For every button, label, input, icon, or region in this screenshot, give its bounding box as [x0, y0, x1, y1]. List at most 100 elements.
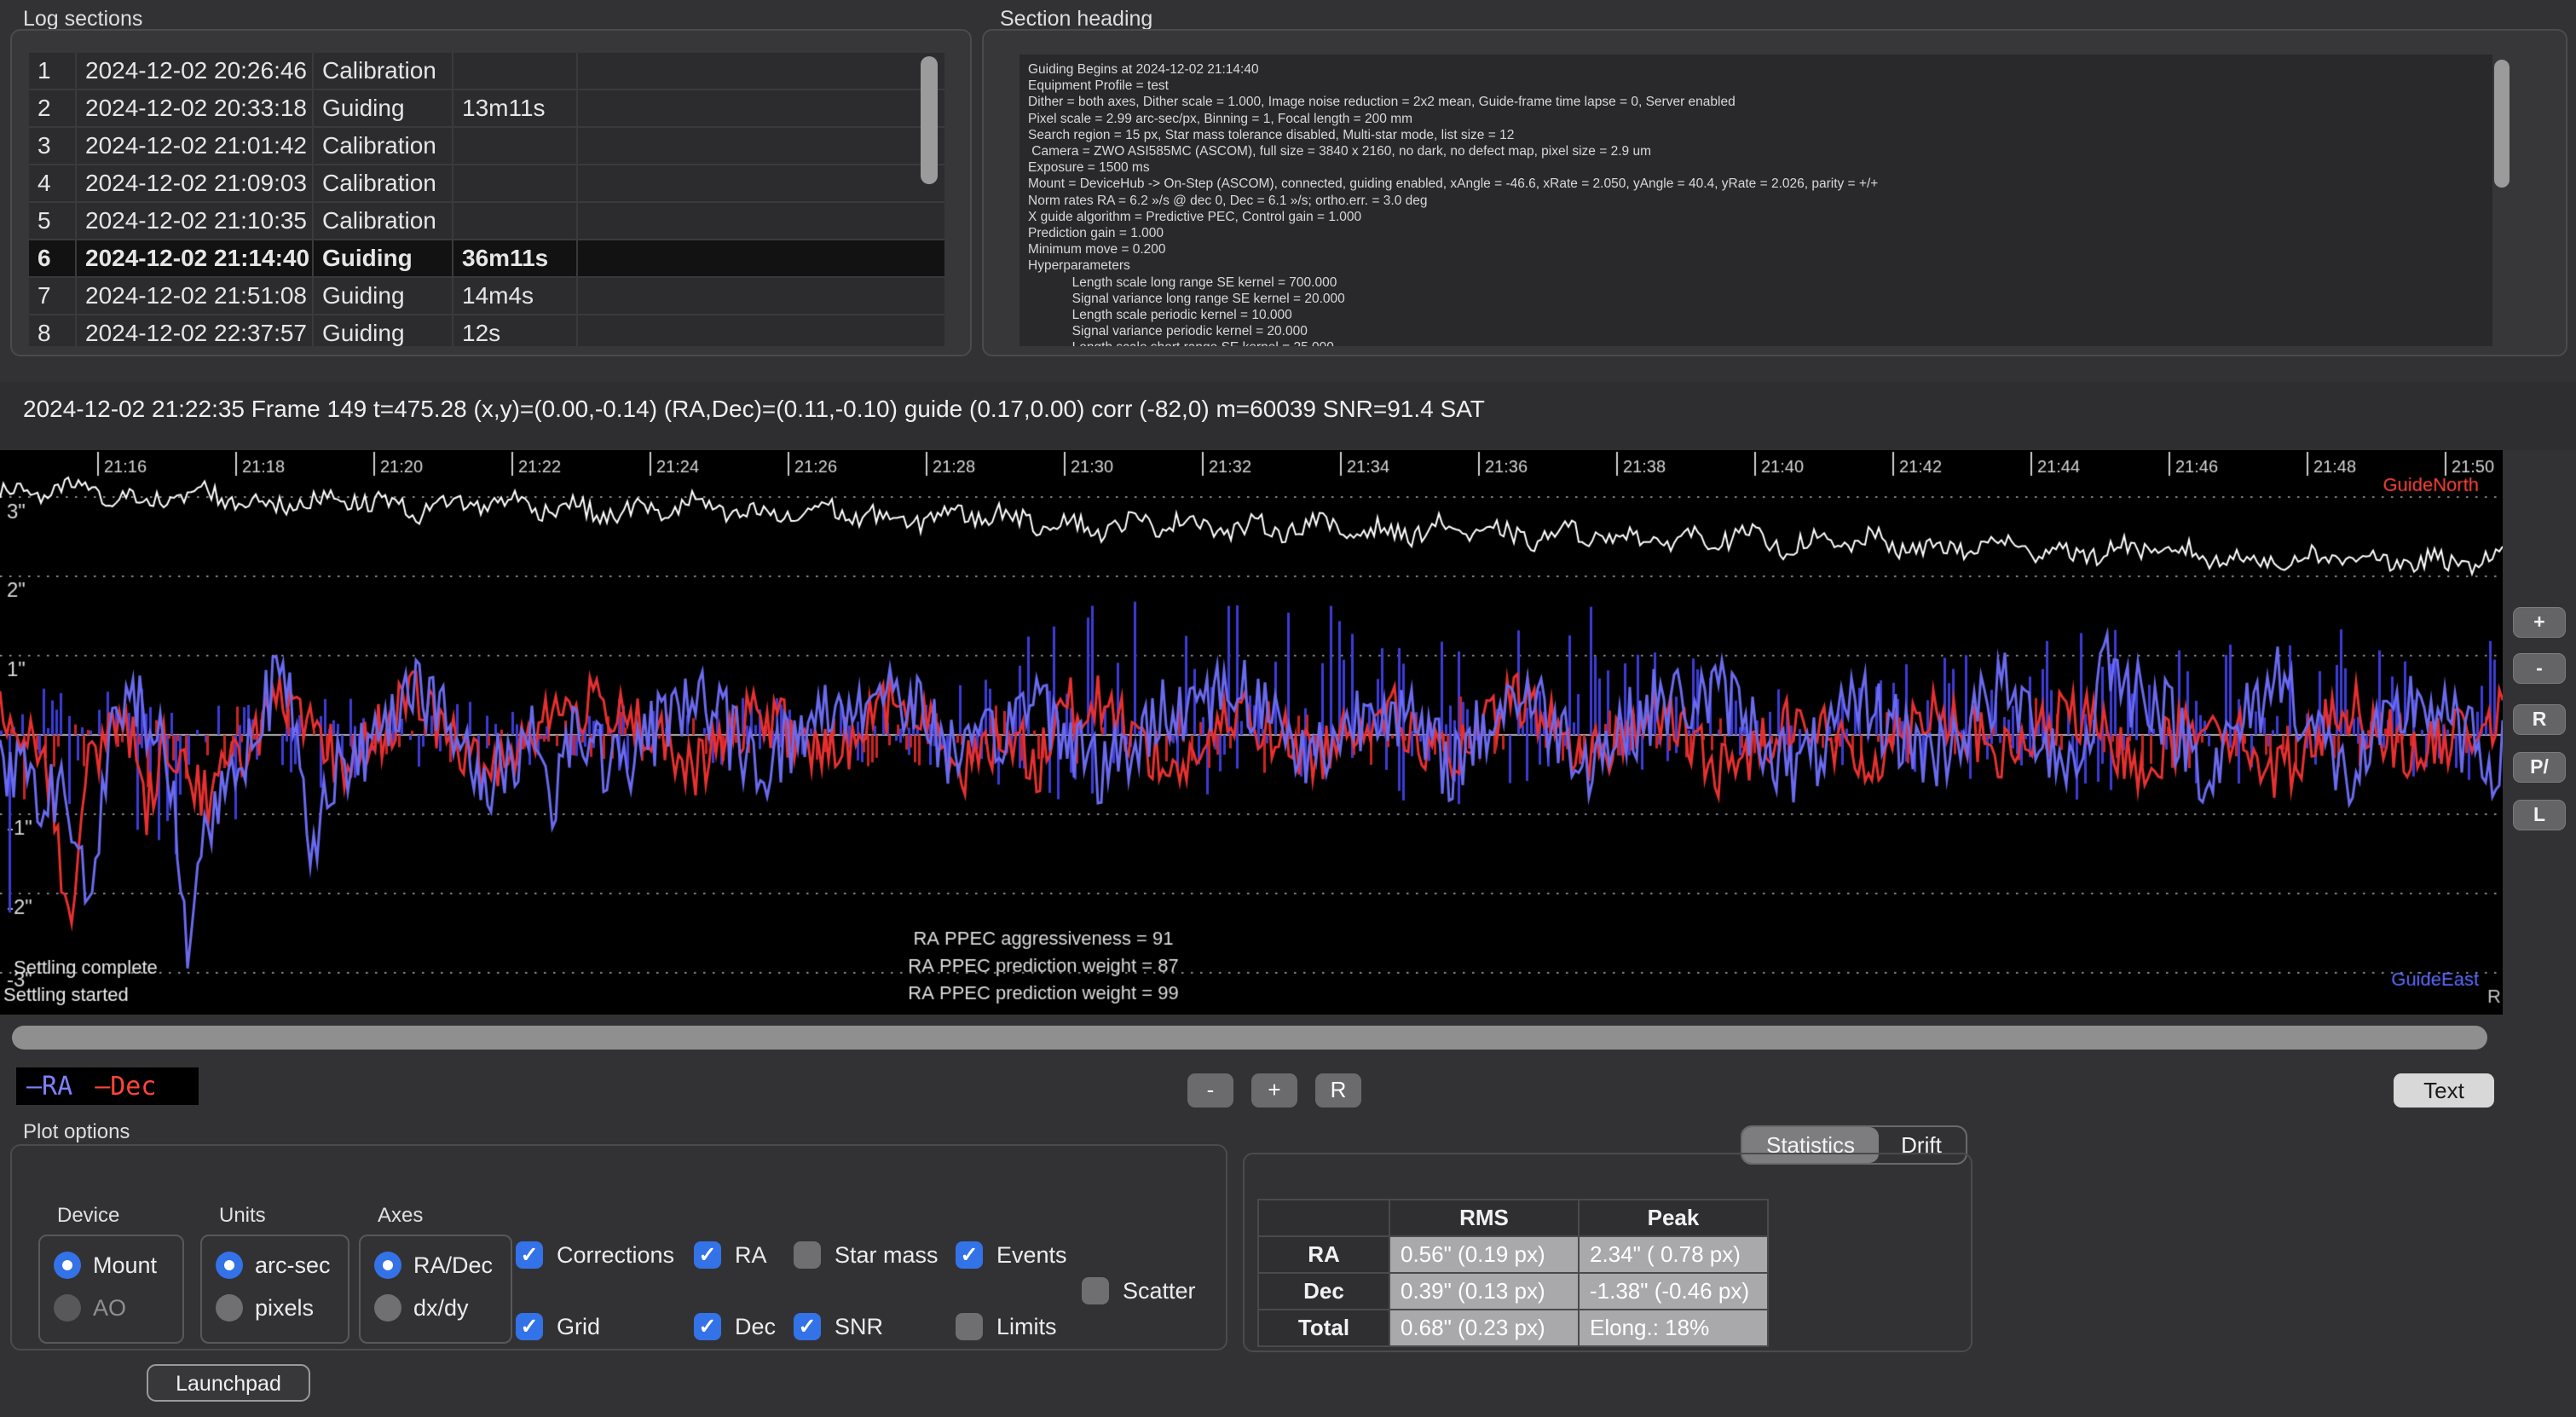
checkbox-box[interactable]: ✓	[516, 1241, 543, 1269]
log-section-row[interactable]: 42024-12-02 21:09:03Calibration	[29, 165, 944, 203]
checkbox-grid[interactable]: ✓ Grid	[516, 1313, 600, 1340]
log-section-cell: 4	[29, 165, 77, 201]
stats-peak-value: 2.34" ( 0.78 px)	[1579, 1236, 1768, 1273]
group-label-device: Device	[57, 1204, 119, 1228]
legend-dec: —Dec	[95, 1072, 156, 1102]
limits-button[interactable]: L	[2513, 800, 2566, 830]
radio-dot[interactable]	[216, 1294, 243, 1322]
hscale-minus-button[interactable]: -	[1187, 1073, 1233, 1108]
radio-dot[interactable]	[374, 1252, 401, 1279]
checkbox-box[interactable]: ✓	[694, 1313, 721, 1340]
log-section-row[interactable]: 32024-12-02 21:01:42Calibration	[29, 128, 944, 165]
log-section-row[interactable]: 82024-12-02 22:37:57Guiding12s	[29, 315, 944, 346]
pier-flip-button[interactable]: P/	[2513, 752, 2566, 783]
checkbox-star-mass[interactable]: Star mass	[794, 1241, 939, 1269]
checkbox-limits[interactable]: Limits	[956, 1313, 1057, 1340]
group-label-units: Units	[219, 1204, 266, 1228]
log-sections-scrollbar-thumb[interactable]	[921, 56, 938, 184]
checkbox-corrections[interactable]: ✓ Corrections	[516, 1241, 674, 1269]
stats-row-label: Dec	[1258, 1273, 1389, 1310]
radio-dot[interactable]	[374, 1294, 401, 1322]
radio-dx-dy[interactable]: dx/dy	[374, 1294, 469, 1322]
log-section-row[interactable]: 62024-12-02 21:14:40Guiding36m11s	[29, 240, 944, 278]
hscale-plus-button[interactable]: +	[1251, 1073, 1297, 1108]
checkbox-label: Limits	[996, 1314, 1057, 1340]
phd2-log-viewer-window: Log sections 12024-12-02 20:26:46Calibra…	[0, 0, 2576, 1417]
checkbox-dec[interactable]: ✓ Dec	[694, 1313, 776, 1340]
checkbox-label: Scatter	[1123, 1278, 1196, 1304]
legend-ra: —RA	[26, 1072, 72, 1102]
log-section-cell	[453, 165, 578, 201]
radio-label: RA/Dec	[413, 1252, 493, 1279]
checkbox-snr[interactable]: ✓SNR	[794, 1313, 883, 1340]
radio-ra-dec[interactable]: RA/Dec	[374, 1252, 493, 1279]
stats-header-cell: Peak	[1579, 1200, 1768, 1236]
reset-zoom-button[interactable]: R	[2513, 704, 2566, 735]
checkbox-scatter[interactable]: Scatter	[1082, 1277, 1196, 1304]
log-section-cell	[453, 203, 578, 239]
radio-dot	[54, 1294, 81, 1322]
log-section-cell: 2024-12-02 21:51:08	[77, 278, 314, 314]
checkbox-box[interactable]: ✓	[956, 1241, 983, 1269]
checkbox-label: Corrections	[557, 1242, 674, 1269]
checkbox-ra[interactable]: ✓RA	[694, 1241, 767, 1269]
plot-options-title: Plot options	[23, 1120, 130, 1144]
log-sections-list[interactable]: 12024-12-02 20:26:46Calibration22024-12-…	[29, 53, 944, 346]
log-section-row[interactable]: 22024-12-02 20:33:18Guiding13m11s	[29, 90, 944, 128]
log-section-cell: 2024-12-02 21:14:40	[77, 240, 314, 276]
checkbox-box[interactable]	[1082, 1277, 1109, 1304]
stats-row: Total0.68" (0.23 px)Elong.: 18%	[1258, 1310, 1768, 1346]
log-section-cell: 36m11s	[453, 240, 578, 276]
chart-horizontal-scrollbar-thumb[interactable]	[12, 1026, 2487, 1050]
log-section-cell: 2024-12-02 20:26:46	[77, 53, 314, 89]
checkbox-label: Grid	[557, 1314, 600, 1340]
log-section-cell: 3	[29, 128, 77, 164]
log-section-row[interactable]: 72024-12-02 21:51:08Guiding14m4s	[29, 278, 944, 315]
log-section-cell: Calibration	[314, 128, 453, 164]
section-heading-text: Guiding Begins at 2024-12-02 21:14:40 Eq…	[1019, 55, 2492, 346]
stats-header-cell	[1258, 1200, 1389, 1236]
stats-peak-value: Elong.: 18%	[1579, 1310, 1768, 1346]
stats-peak-value: -1.38" (-0.46 px)	[1579, 1273, 1768, 1310]
log-section-cell: 7	[29, 278, 77, 314]
checkbox-box[interactable]: ✓	[694, 1241, 721, 1269]
checkbox-label: Events	[996, 1242, 1067, 1269]
radio-pixels[interactable]: pixels	[216, 1294, 314, 1322]
launchpad-button[interactable]: Launchpad	[147, 1364, 310, 1402]
checkbox-label: Dec	[735, 1314, 776, 1340]
frame-status-line: 2024-12-02 21:22:35 Frame 149 t=475.28 (…	[23, 396, 1485, 423]
checkbox-events[interactable]: ✓ Events	[956, 1241, 1067, 1269]
radio-mount[interactable]: Mount	[54, 1252, 157, 1279]
log-section-cell: 2024-12-02 21:01:42	[77, 128, 314, 164]
text-view-button[interactable]: Text	[2394, 1073, 2494, 1108]
stats-row: RA0.56" (0.19 px)2.34" ( 0.78 px)	[1258, 1236, 1768, 1273]
zoom-out-button[interactable]: -	[2513, 653, 2566, 684]
log-section-cell: 1	[29, 53, 77, 89]
hscale-reset-button[interactable]: R	[1315, 1073, 1361, 1108]
stats-row-label: RA	[1258, 1236, 1389, 1273]
radio-dot[interactable]	[54, 1252, 81, 1279]
log-section-cell: 8	[29, 315, 77, 346]
checkbox-label: Star mass	[835, 1242, 939, 1269]
log-section-cell: Guiding	[314, 240, 453, 276]
section-heading-scrollbar-thumb[interactable]	[2494, 60, 2510, 188]
radio-label: pixels	[255, 1295, 314, 1322]
checkbox-box[interactable]	[956, 1313, 983, 1340]
checkbox-box[interactable]: ✓	[516, 1313, 543, 1340]
log-section-cell: 6	[29, 240, 77, 276]
radio-dot[interactable]	[216, 1252, 243, 1279]
guiding-chart-canvas[interactable]	[0, 450, 2503, 1015]
log-section-cell: 2	[29, 90, 77, 126]
checkbox-box[interactable]: ✓	[794, 1313, 821, 1340]
statistics-table: RMSPeakRA0.56" (0.19 px)2.34" ( 0.78 px)…	[1257, 1199, 1769, 1347]
stats-row-label: Total	[1258, 1310, 1389, 1346]
stats-header-row: RMSPeak	[1258, 1200, 1768, 1236]
radio-arc-sec[interactable]: arc-sec	[216, 1252, 331, 1279]
log-section-cell: Guiding	[314, 315, 453, 346]
group-label-axes: Axes	[378, 1204, 423, 1228]
log-section-row[interactable]: 12024-12-02 20:26:46Calibration	[29, 53, 944, 90]
log-section-row[interactable]: 52024-12-02 21:10:35Calibration	[29, 203, 944, 240]
log-section-cell: 13m11s	[453, 90, 578, 126]
zoom-in-button[interactable]: +	[2513, 607, 2566, 638]
checkbox-box[interactable]	[794, 1241, 821, 1269]
